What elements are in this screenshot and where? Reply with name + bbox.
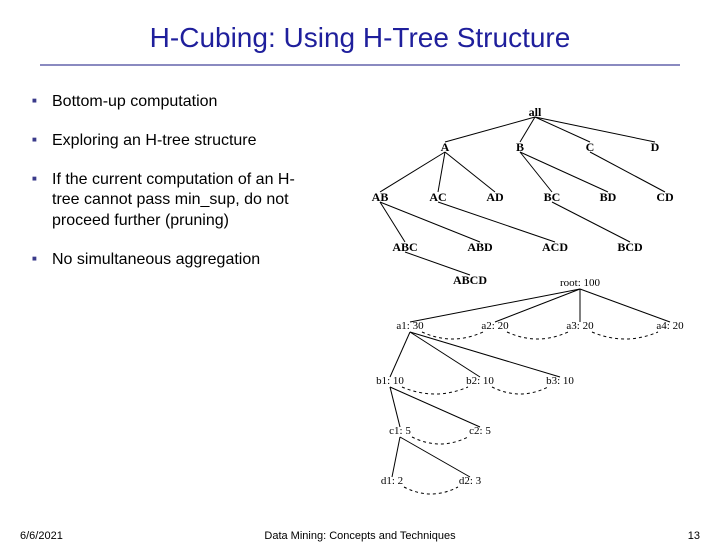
diagram-node: a1: 30 <box>380 320 440 332</box>
diagram-node: ACD <box>525 240 585 255</box>
diagram-node: CD <box>635 190 695 205</box>
diagram-node: a2: 20 <box>465 320 525 332</box>
diagram-node: AB <box>350 190 410 205</box>
diagram-node: all <box>505 105 565 120</box>
bullet-item: Bottom-up computation <box>30 92 320 113</box>
diagram-node: BC <box>522 190 582 205</box>
diagram-node: d1: 2 <box>362 475 422 487</box>
diagram-node: BD <box>578 190 638 205</box>
footer-subject: Data Mining: Concepts and Techniques <box>0 530 720 542</box>
footer-page-number: 13 <box>688 530 700 542</box>
page-title: H-Cubing: Using H-Tree Structure <box>0 0 720 64</box>
diagram-node: root: 100 <box>550 277 610 289</box>
title-underline <box>40 64 680 66</box>
lattice-and-htree-diagram: allABCDABACADBCBDCDABCABDACDBCDABCDroot:… <box>330 105 715 505</box>
diagram-node: BCD <box>600 240 660 255</box>
diagram-node: B <box>490 140 550 155</box>
diagram-node: b3: 10 <box>530 375 590 387</box>
diagram-node: a4: 20 <box>640 320 700 332</box>
diagram-node: d2: 3 <box>440 475 500 487</box>
diagram-node: C <box>560 140 620 155</box>
bullet-list: Bottom-up computation Exploring an H-tre… <box>30 84 320 289</box>
bullet-item: No simultaneous aggregation <box>30 250 320 271</box>
diagram-node: ABC <box>375 240 435 255</box>
diagram-node: A <box>415 140 475 155</box>
diagram-node: ABD <box>450 240 510 255</box>
bullet-item: Exploring an H-tree structure <box>30 131 320 152</box>
diagram-node: c2: 5 <box>450 425 510 437</box>
diagram-node: b2: 10 <box>450 375 510 387</box>
diagram-node: AC <box>408 190 468 205</box>
diagram-node: b1: 10 <box>360 375 420 387</box>
diagram-node: AD <box>465 190 525 205</box>
diagram-node: D <box>625 140 685 155</box>
bullet-item: If the current computation of an H-tree … <box>30 170 320 232</box>
diagram-node: c1: 5 <box>370 425 430 437</box>
diagram-node: a3: 20 <box>550 320 610 332</box>
diagram-node: ABCD <box>440 273 500 288</box>
